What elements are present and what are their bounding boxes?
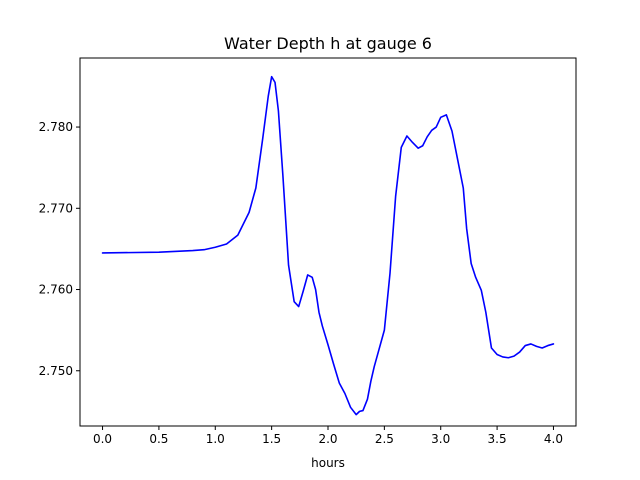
y-tick-label: 2.760 [39, 283, 73, 297]
series-line-0 [101, 75, 555, 416]
y-tick-label: 2.780 [39, 120, 73, 134]
x-axis-label: hours [311, 456, 345, 470]
x-tick-label: 0.0 [93, 432, 112, 446]
x-tick-label: 3.0 [431, 432, 450, 446]
y-tick-label: 2.770 [39, 201, 73, 215]
x-tick-label: 1.0 [206, 432, 225, 446]
plot-area: 0.0 0.5 1.0 1.5 2.0 2.5 3.0 3.5 4.0 2.750 2.760 2.7… [39, 57, 577, 446]
x-tick-label: 2.0 [318, 432, 337, 446]
x-tick-label: 4.0 [544, 432, 563, 446]
x-tick-label: 2.5 [375, 432, 394, 446]
y-tick-label: 2.750 [39, 364, 73, 378]
chart-title: Water Depth h at gauge 6 [224, 34, 432, 53]
x-tick-label: 3.5 [488, 432, 507, 446]
x-tick-label: 1.5 [262, 432, 281, 446]
x-tick-label: 0.5 [149, 432, 168, 446]
